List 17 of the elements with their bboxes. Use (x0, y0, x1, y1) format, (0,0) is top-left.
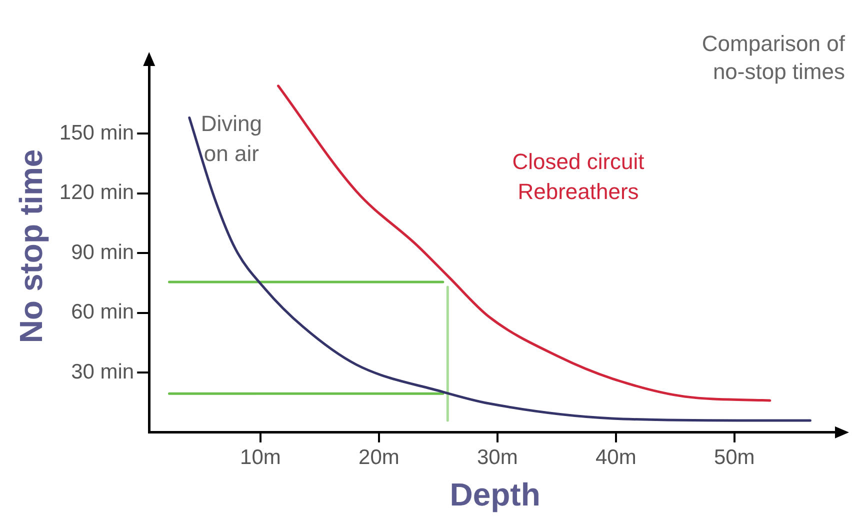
line-series (276, 84, 772, 402)
x-tick-label: 10m (240, 446, 281, 469)
text: Closed circuit Rebreathers (512, 148, 644, 204)
y-tick-label: 150 min (59, 121, 134, 144)
y-tick-label: 60 min (71, 300, 134, 324)
x-tick-label: 50m (714, 446, 755, 469)
chart-title: Comparison of no-stop times (702, 31, 846, 84)
y-tick-label: 90 min (71, 240, 134, 264)
line-series (188, 116, 812, 422)
x-axis-title: Depth (450, 476, 540, 513)
series-label: Diving on air (200, 110, 262, 166)
y-tick-label: 120 min (59, 181, 134, 204)
x-tick-label: 20m (358, 446, 400, 469)
x-tick-label: 40m (595, 446, 636, 469)
x-tick-label: 30m (476, 446, 518, 469)
y-axis-title: No stop time (13, 149, 50, 344)
y-tick-label: 30 min (71, 360, 134, 384)
